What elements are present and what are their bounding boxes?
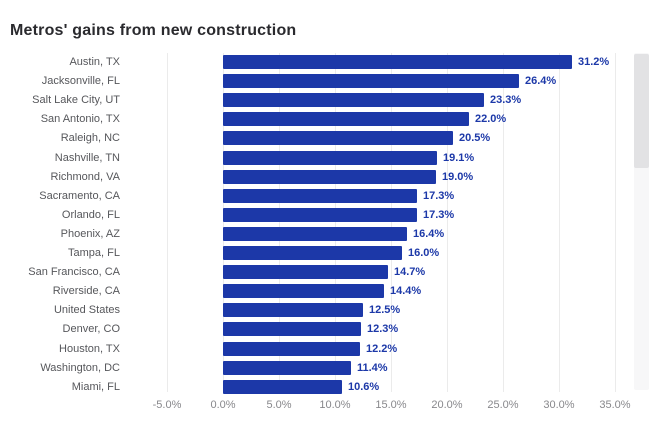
x-tick-label: 30.0% [543, 399, 575, 411]
category-label: Phoenix, AZ [60, 228, 120, 240]
value-label: 12.3% [367, 323, 399, 335]
bar[interactable] [223, 151, 437, 165]
category-label: San Francisco, CA [28, 266, 120, 278]
value-label: 16.4% [413, 228, 445, 240]
bar[interactable] [223, 227, 407, 241]
scrollbar-thumb[interactable] [634, 54, 649, 168]
bar[interactable] [223, 208, 417, 222]
bar[interactable] [223, 361, 351, 375]
category-label: Denver, CO [62, 323, 120, 335]
x-tick-label: 20.0% [431, 399, 463, 411]
value-label: 22.0% [475, 113, 507, 125]
value-label: 14.4% [390, 285, 422, 297]
value-label: 12.2% [366, 343, 398, 355]
bar[interactable] [223, 131, 453, 145]
value-label: 26.4% [525, 75, 557, 87]
gridline [615, 53, 616, 392]
x-tick-label: 10.0% [319, 399, 351, 411]
x-tick-label: 15.0% [375, 399, 407, 411]
x-tick-label: 25.0% [487, 399, 519, 411]
bar[interactable] [223, 284, 384, 298]
x-tick-label: -5.0% [152, 399, 182, 411]
category-label: Austin, TX [69, 56, 120, 68]
gridline [447, 53, 448, 392]
bar[interactable] [223, 322, 361, 336]
bar[interactable] [223, 112, 469, 126]
bar[interactable] [223, 55, 572, 69]
category-label: Miami, FL [71, 381, 120, 393]
x-tick-label: 35.0% [599, 399, 631, 411]
value-label: 23.3% [490, 94, 522, 106]
value-label: 14.7% [394, 266, 426, 278]
bar[interactable] [223, 246, 402, 260]
x-tick-label: 0.0% [210, 399, 236, 411]
category-label: Jacksonville, FL [41, 75, 120, 87]
bar[interactable] [223, 380, 342, 394]
gridline [559, 53, 560, 392]
value-label: 11.4% [357, 362, 388, 374]
category-label: Nashville, TN [54, 152, 120, 164]
category-label: Riverside, CA [52, 285, 120, 297]
bar[interactable] [223, 303, 363, 317]
gridline [335, 53, 336, 392]
category-label: Salt Lake City, UT [32, 94, 120, 106]
value-label: 19.0% [442, 171, 474, 183]
category-label: Tampa, FL [68, 247, 120, 259]
value-label: 12.5% [369, 304, 401, 316]
value-label: 20.5% [459, 132, 491, 144]
category-label: United States [53, 304, 120, 316]
chart-title: Metros' gains from new construction [10, 22, 297, 39]
category-label: Washington, DC [40, 362, 120, 374]
category-label: Sacramento, CA [39, 190, 120, 202]
bar[interactable] [223, 265, 388, 279]
value-label: 17.3% [423, 209, 455, 221]
gridline [223, 53, 224, 392]
category-label: Richmond, VA [50, 171, 121, 183]
gridline [279, 53, 280, 392]
bar[interactable] [223, 93, 484, 107]
bar[interactable] [223, 189, 417, 203]
gridline [391, 53, 392, 392]
value-label: 31.2% [578, 56, 610, 68]
category-label: Houston, TX [59, 343, 120, 355]
value-label: 17.3% [423, 190, 455, 202]
value-label: 10.6% [348, 381, 380, 393]
x-tick-label: 5.0% [266, 399, 292, 411]
category-label: Orlando, FL [61, 209, 120, 221]
bar[interactable] [223, 342, 360, 356]
gridline [167, 53, 168, 392]
value-label: 19.1% [443, 152, 475, 164]
gridline [503, 53, 504, 392]
bar[interactable] [223, 74, 519, 88]
category-label: San Antonio, TX [40, 113, 120, 125]
category-label: Raleigh, NC [60, 132, 120, 144]
scrollbar-track[interactable] [634, 53, 649, 390]
bar[interactable] [223, 170, 436, 184]
value-label: 16.0% [408, 247, 440, 259]
